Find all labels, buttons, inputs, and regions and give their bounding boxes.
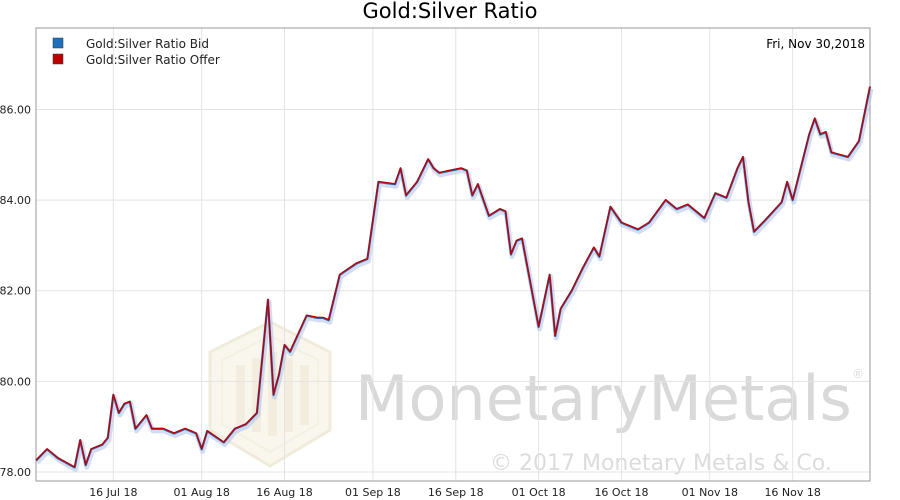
- legend-label-offer: Gold:Silver Ratio Offer: [86, 53, 220, 67]
- y-tick-label: 86.00: [0, 104, 31, 117]
- legend: Gold:Silver Ratio Bid Gold:Silver Ratio …: [52, 37, 220, 67]
- watermark: MonetaryMetals ® © 2017 Monetary Metals …: [208, 320, 864, 476]
- x-axis: 16 Jul 18 01 Aug 18 16 Aug 18 01 Sep 18 16 S…: [89, 486, 821, 499]
- x-tick-label: 16 Sep 18: [428, 486, 484, 499]
- y-tick-label: 78.00: [0, 466, 31, 479]
- x-tick-label: 01 Oct 18: [512, 486, 566, 499]
- legend-swatch-offer: [52, 53, 64, 65]
- x-tick-label: 01 Aug 18: [173, 486, 229, 499]
- watermark-name: MonetaryMetals: [355, 362, 852, 435]
- y-tick-label: 80.00: [0, 375, 31, 388]
- y-tick-label: 84.00: [0, 194, 31, 207]
- x-tick-label: 01 Nov 18: [682, 486, 738, 499]
- chart-date-label: Fri, Nov 30,2018: [766, 37, 865, 51]
- x-tick-label: 16 Nov 18: [764, 486, 820, 499]
- y-axis: 78.00 80.00 82.00 84.00 86.00: [0, 104, 31, 479]
- x-tick-label: 16 Aug 18: [256, 486, 312, 499]
- watermark-registered: ®: [852, 367, 864, 381]
- x-tick-label: 01 Sep 18: [345, 486, 401, 499]
- legend-swatch-bid: [52, 37, 64, 49]
- grid: [36, 28, 870, 481]
- x-tick-label: 16 Jul 18: [89, 486, 137, 499]
- plot-border: [35, 27, 871, 482]
- chart-title: Gold:Silver Ratio: [363, 0, 538, 23]
- series-layer: [35, 86, 874, 472]
- series-line-offer: [35, 86, 871, 468]
- x-tick-label: 16 Oct 18: [594, 486, 648, 499]
- y-tick-label: 82.00: [0, 285, 31, 298]
- series-shadow: [35, 88, 874, 472]
- legend-label-bid: Gold:Silver Ratio Bid: [86, 37, 209, 51]
